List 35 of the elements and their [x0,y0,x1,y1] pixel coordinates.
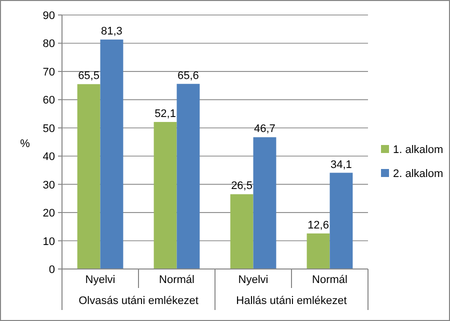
data-label: 26,5 [231,180,252,192]
bar [176,84,200,269]
bar [253,137,276,269]
legend-label: 2. alkalom [393,168,444,180]
y-tick-label: 50 [42,122,55,135]
data-label: 12,6 [308,219,329,232]
y-tick-label: 20 [42,208,55,220]
x-tick-label: Nyelvi [238,274,268,286]
data-label: 34,1 [330,158,352,171]
text: Hallás utáni emlékezet [236,295,347,307]
bar [230,194,254,269]
y-tick-label: 70 [42,66,55,78]
x-tick-label: Nyelvi [85,274,116,286]
bar [330,172,353,269]
y-tick-label: 90 [42,10,55,22]
y-tick-label: 80 [42,38,55,50]
data-label: 65,5 [78,70,100,82]
legend-label: 1. alkalom [393,144,444,156]
text: Olvasás utáni emlékezet [78,295,198,307]
data-label: 52,1 [154,108,176,120]
bar [100,40,124,269]
x-tick-label: Normál [159,274,194,286]
data-label: 81,3 [101,26,122,38]
bar [77,84,100,269]
y-tick-label: 60 [42,94,55,107]
x-tick-label: Normál [312,274,348,286]
bar [154,122,177,269]
y-axis-title: % [20,138,30,150]
y-tick-label: 30 [42,179,55,192]
data-label: 46,7 [254,123,276,136]
y-tick-label: 40 [42,151,55,164]
bar [306,233,330,269]
y-tick-label: 0 [48,264,55,276]
y-tick-label: 10 [42,236,55,248]
data-label: 65,6 [178,70,199,82]
